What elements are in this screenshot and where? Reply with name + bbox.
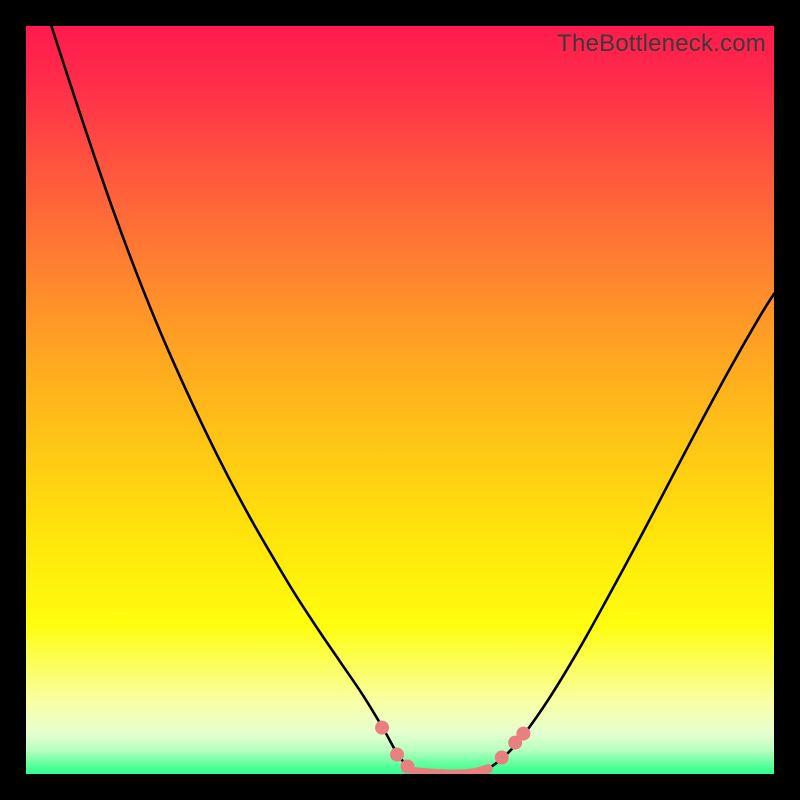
highlight-dot bbox=[495, 751, 509, 765]
highlight-dot bbox=[375, 721, 389, 735]
highlight-dot bbox=[400, 760, 414, 774]
gradient-background bbox=[26, 26, 774, 774]
highlight-segment bbox=[415, 769, 488, 774]
watermark-text: TheBottleneck.com bbox=[557, 30, 766, 58]
highlight-dot bbox=[516, 727, 530, 741]
chart-svg bbox=[26, 26, 774, 774]
highlight-dot bbox=[390, 748, 404, 762]
chart-frame: TheBottleneck.com bbox=[0, 0, 800, 800]
